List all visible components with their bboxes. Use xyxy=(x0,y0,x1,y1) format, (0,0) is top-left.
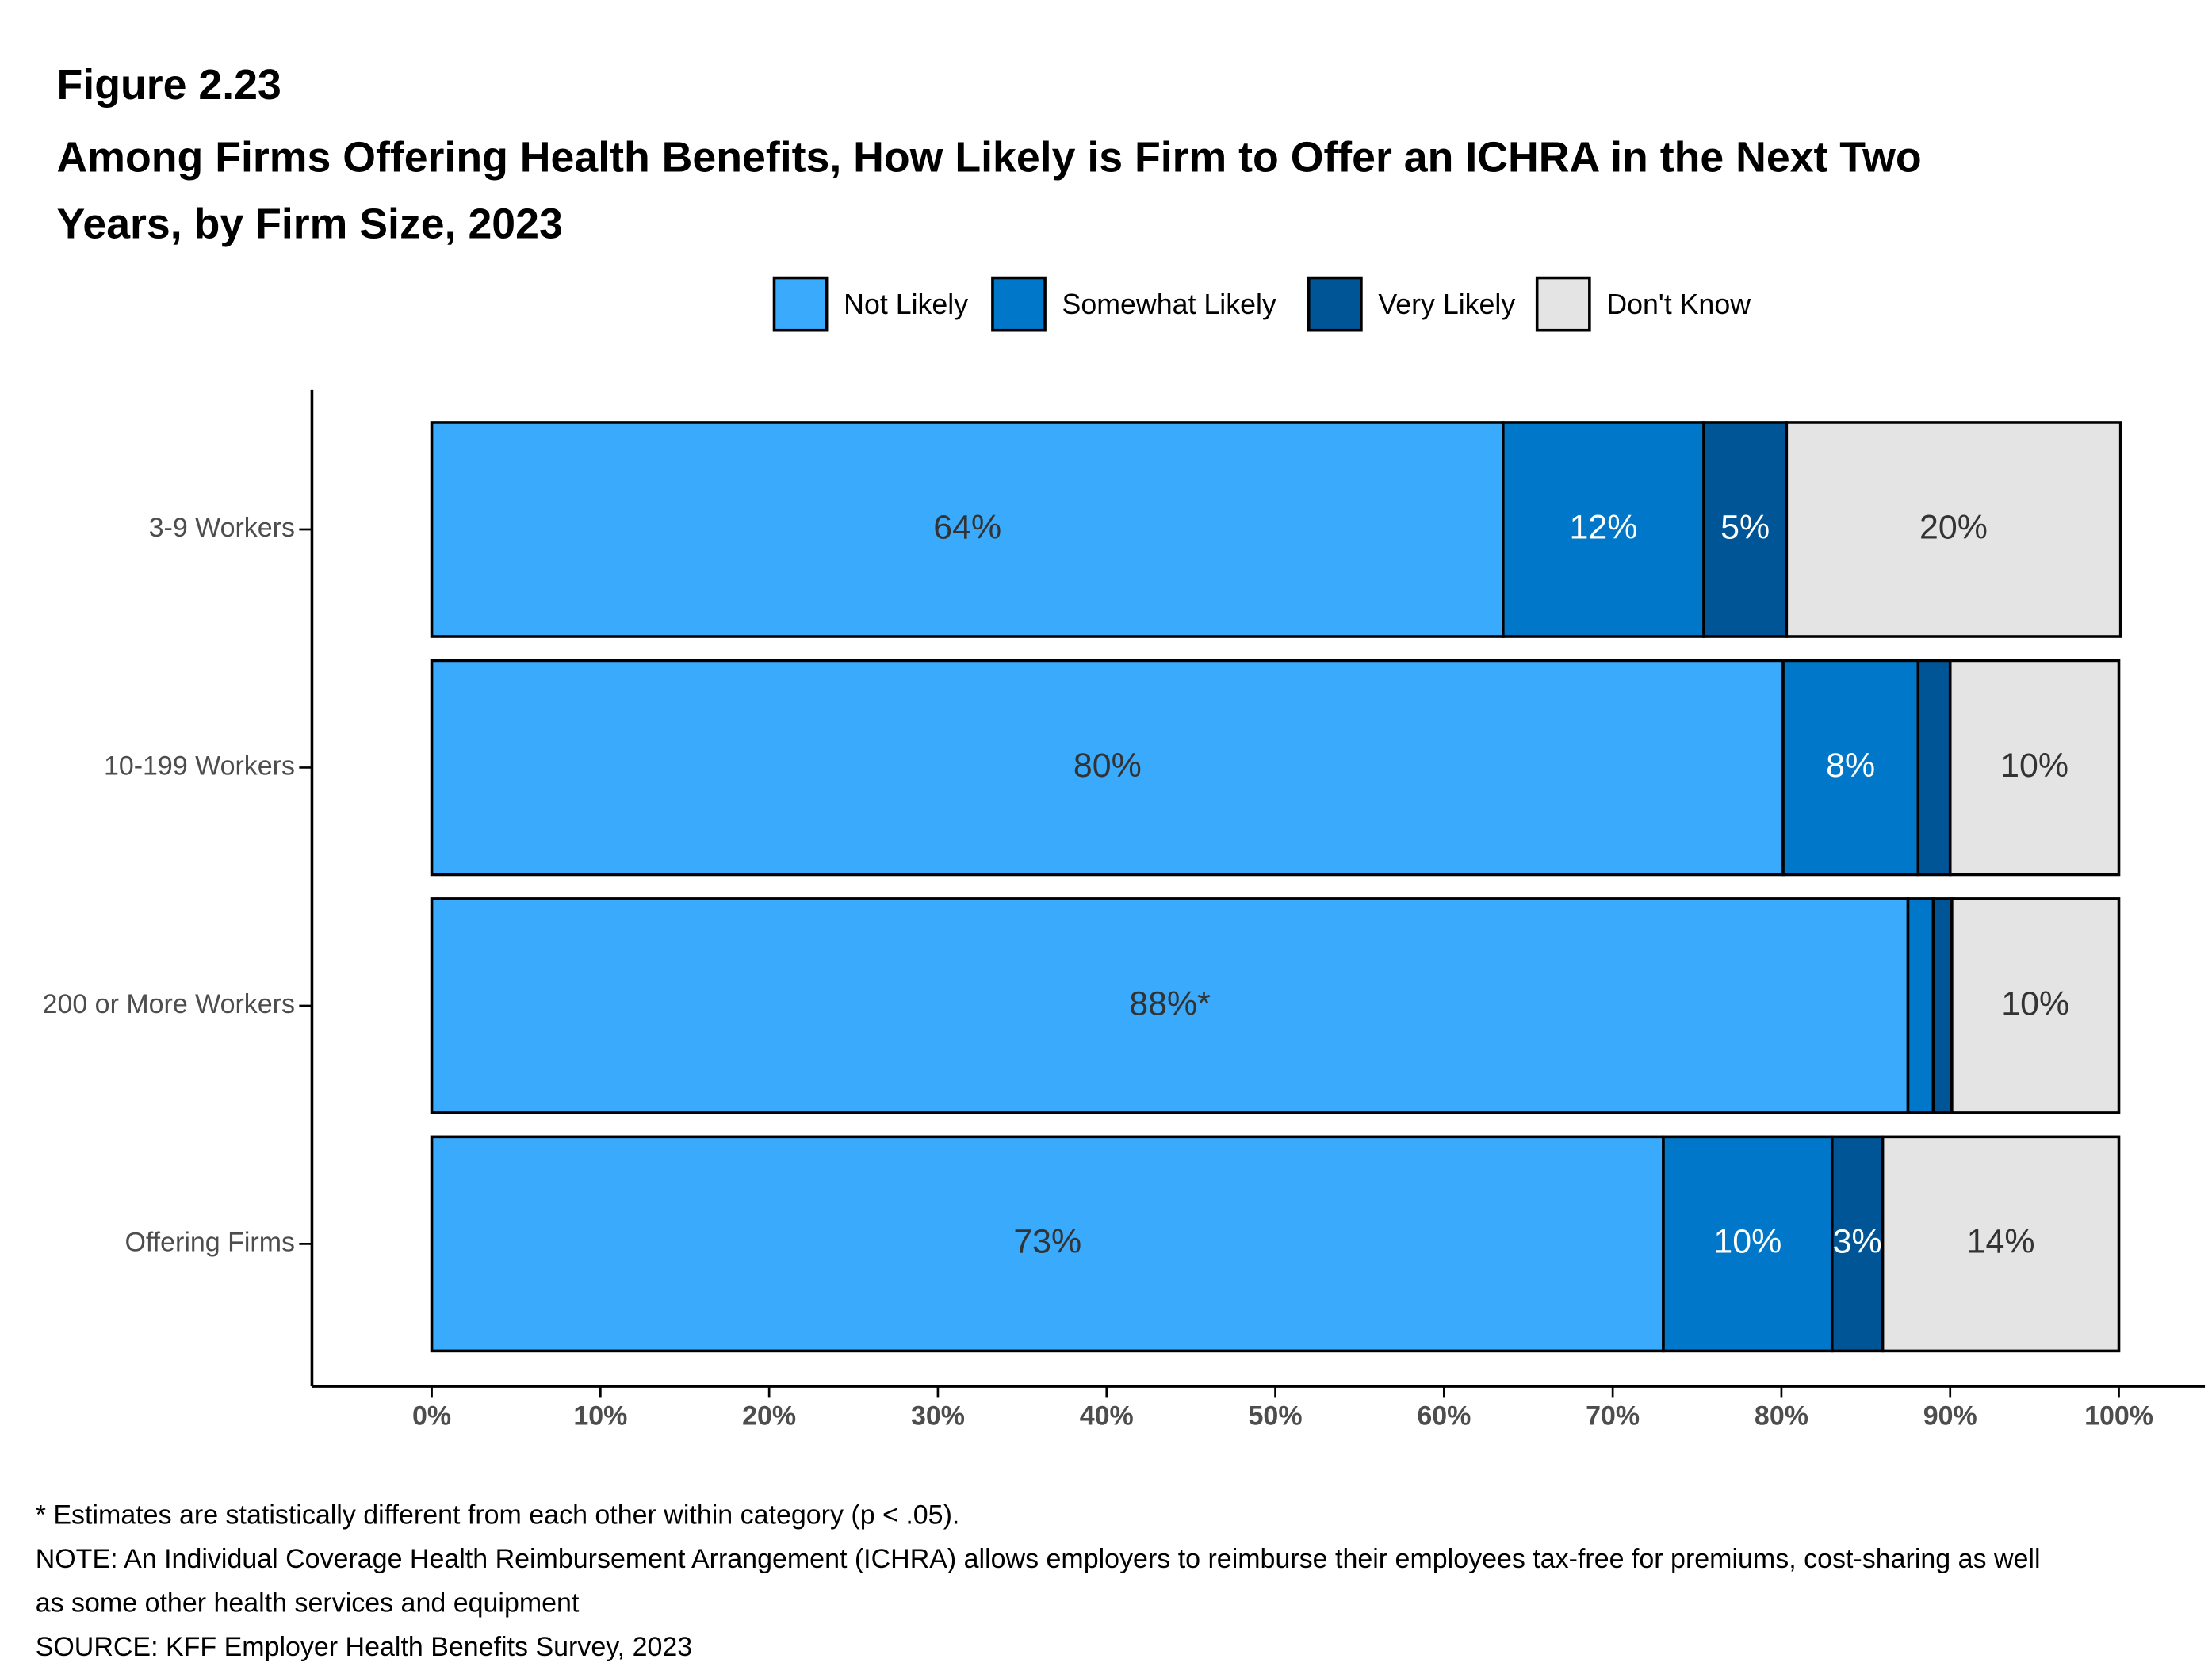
legend-swatch xyxy=(1307,276,1363,332)
x-tick-label: 90% xyxy=(1923,1401,1977,1431)
y-tick-label: 10-199 Workers xyxy=(104,751,295,781)
bar-segment xyxy=(1931,897,1954,1114)
data-label: 5% xyxy=(1720,508,1770,546)
bar-segment xyxy=(1950,897,2121,1114)
bar-segment xyxy=(1502,421,1705,638)
bar-segment xyxy=(1881,1135,2121,1353)
legend-swatch xyxy=(772,276,829,332)
bar-segment xyxy=(1916,659,1952,877)
x-tick-label: 80% xyxy=(1755,1401,1808,1431)
x-tick-label: 20% xyxy=(742,1401,796,1431)
data-label: 8% xyxy=(1826,747,1875,785)
bar-segment xyxy=(1781,659,1920,877)
legend-label: Not Likely xyxy=(844,289,968,320)
y-tick-label: 3-9 Workers xyxy=(149,513,295,543)
x-tick-label: 10% xyxy=(573,1401,627,1431)
bar-segment xyxy=(1702,421,1789,638)
bar-segment xyxy=(430,897,1910,1114)
figure-label: Figure 2.23 xyxy=(56,62,281,109)
bar-segment xyxy=(1785,421,2122,638)
chart-title: Among Firms Offering Health Benefits, Ho… xyxy=(56,134,1922,248)
legend-label: Somewhat Likely xyxy=(1062,289,1276,320)
data-label: 12% xyxy=(1569,508,1637,546)
data-label: 3% xyxy=(1833,1223,1882,1261)
data-label: 20% xyxy=(1919,508,1988,546)
x-tick-label: 30% xyxy=(911,1401,965,1431)
y-tick-label: 200 or More Workers xyxy=(43,989,295,1019)
data-label: 64% xyxy=(933,508,1001,546)
data-label: 10% xyxy=(2000,747,2068,785)
x-tick-label: 0% xyxy=(412,1401,451,1431)
x-tick-label: 100% xyxy=(2084,1401,2153,1431)
note: NOTE: An Individual Coverage Health Reim… xyxy=(35,1545,2041,1619)
note: SOURCE: KFF Employer Health Benefits Sur… xyxy=(35,1633,693,1663)
y-tick-label: Offering Firms xyxy=(124,1227,295,1257)
data-label: 10% xyxy=(1713,1223,1781,1261)
bar-segment xyxy=(1948,659,2121,877)
data-label: 88%* xyxy=(1129,984,1211,1022)
legend-label: Don't Know xyxy=(1606,289,1751,320)
bar-segment xyxy=(1906,897,1935,1114)
data-label: 73% xyxy=(1013,1223,1081,1261)
bar-segment xyxy=(430,421,1505,638)
data-label: 14% xyxy=(1967,1223,2035,1261)
data-label: 80% xyxy=(1073,747,1142,785)
x-tick-label: 40% xyxy=(1080,1401,1134,1431)
notes: * Estimates are statistically different … xyxy=(36,1494,2049,1670)
x-tick-label: 70% xyxy=(1586,1401,1640,1431)
legend-swatch xyxy=(1535,276,1591,332)
note: * Estimates are statistically different … xyxy=(35,1500,960,1531)
x-tick-label: 50% xyxy=(1249,1401,1303,1431)
legend-label: Very Likely xyxy=(1378,289,1515,320)
data-label: 10% xyxy=(2001,984,2069,1022)
bar-segment xyxy=(430,1135,1665,1353)
bar-segment xyxy=(1662,1135,1834,1353)
x-tick-label: 60% xyxy=(1417,1401,1471,1431)
legend-swatch xyxy=(991,276,1047,332)
